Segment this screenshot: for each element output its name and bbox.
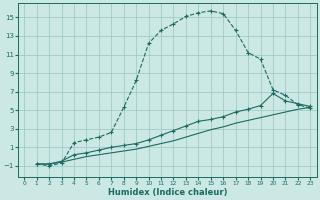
- X-axis label: Humidex (Indice chaleur): Humidex (Indice chaleur): [108, 188, 227, 197]
